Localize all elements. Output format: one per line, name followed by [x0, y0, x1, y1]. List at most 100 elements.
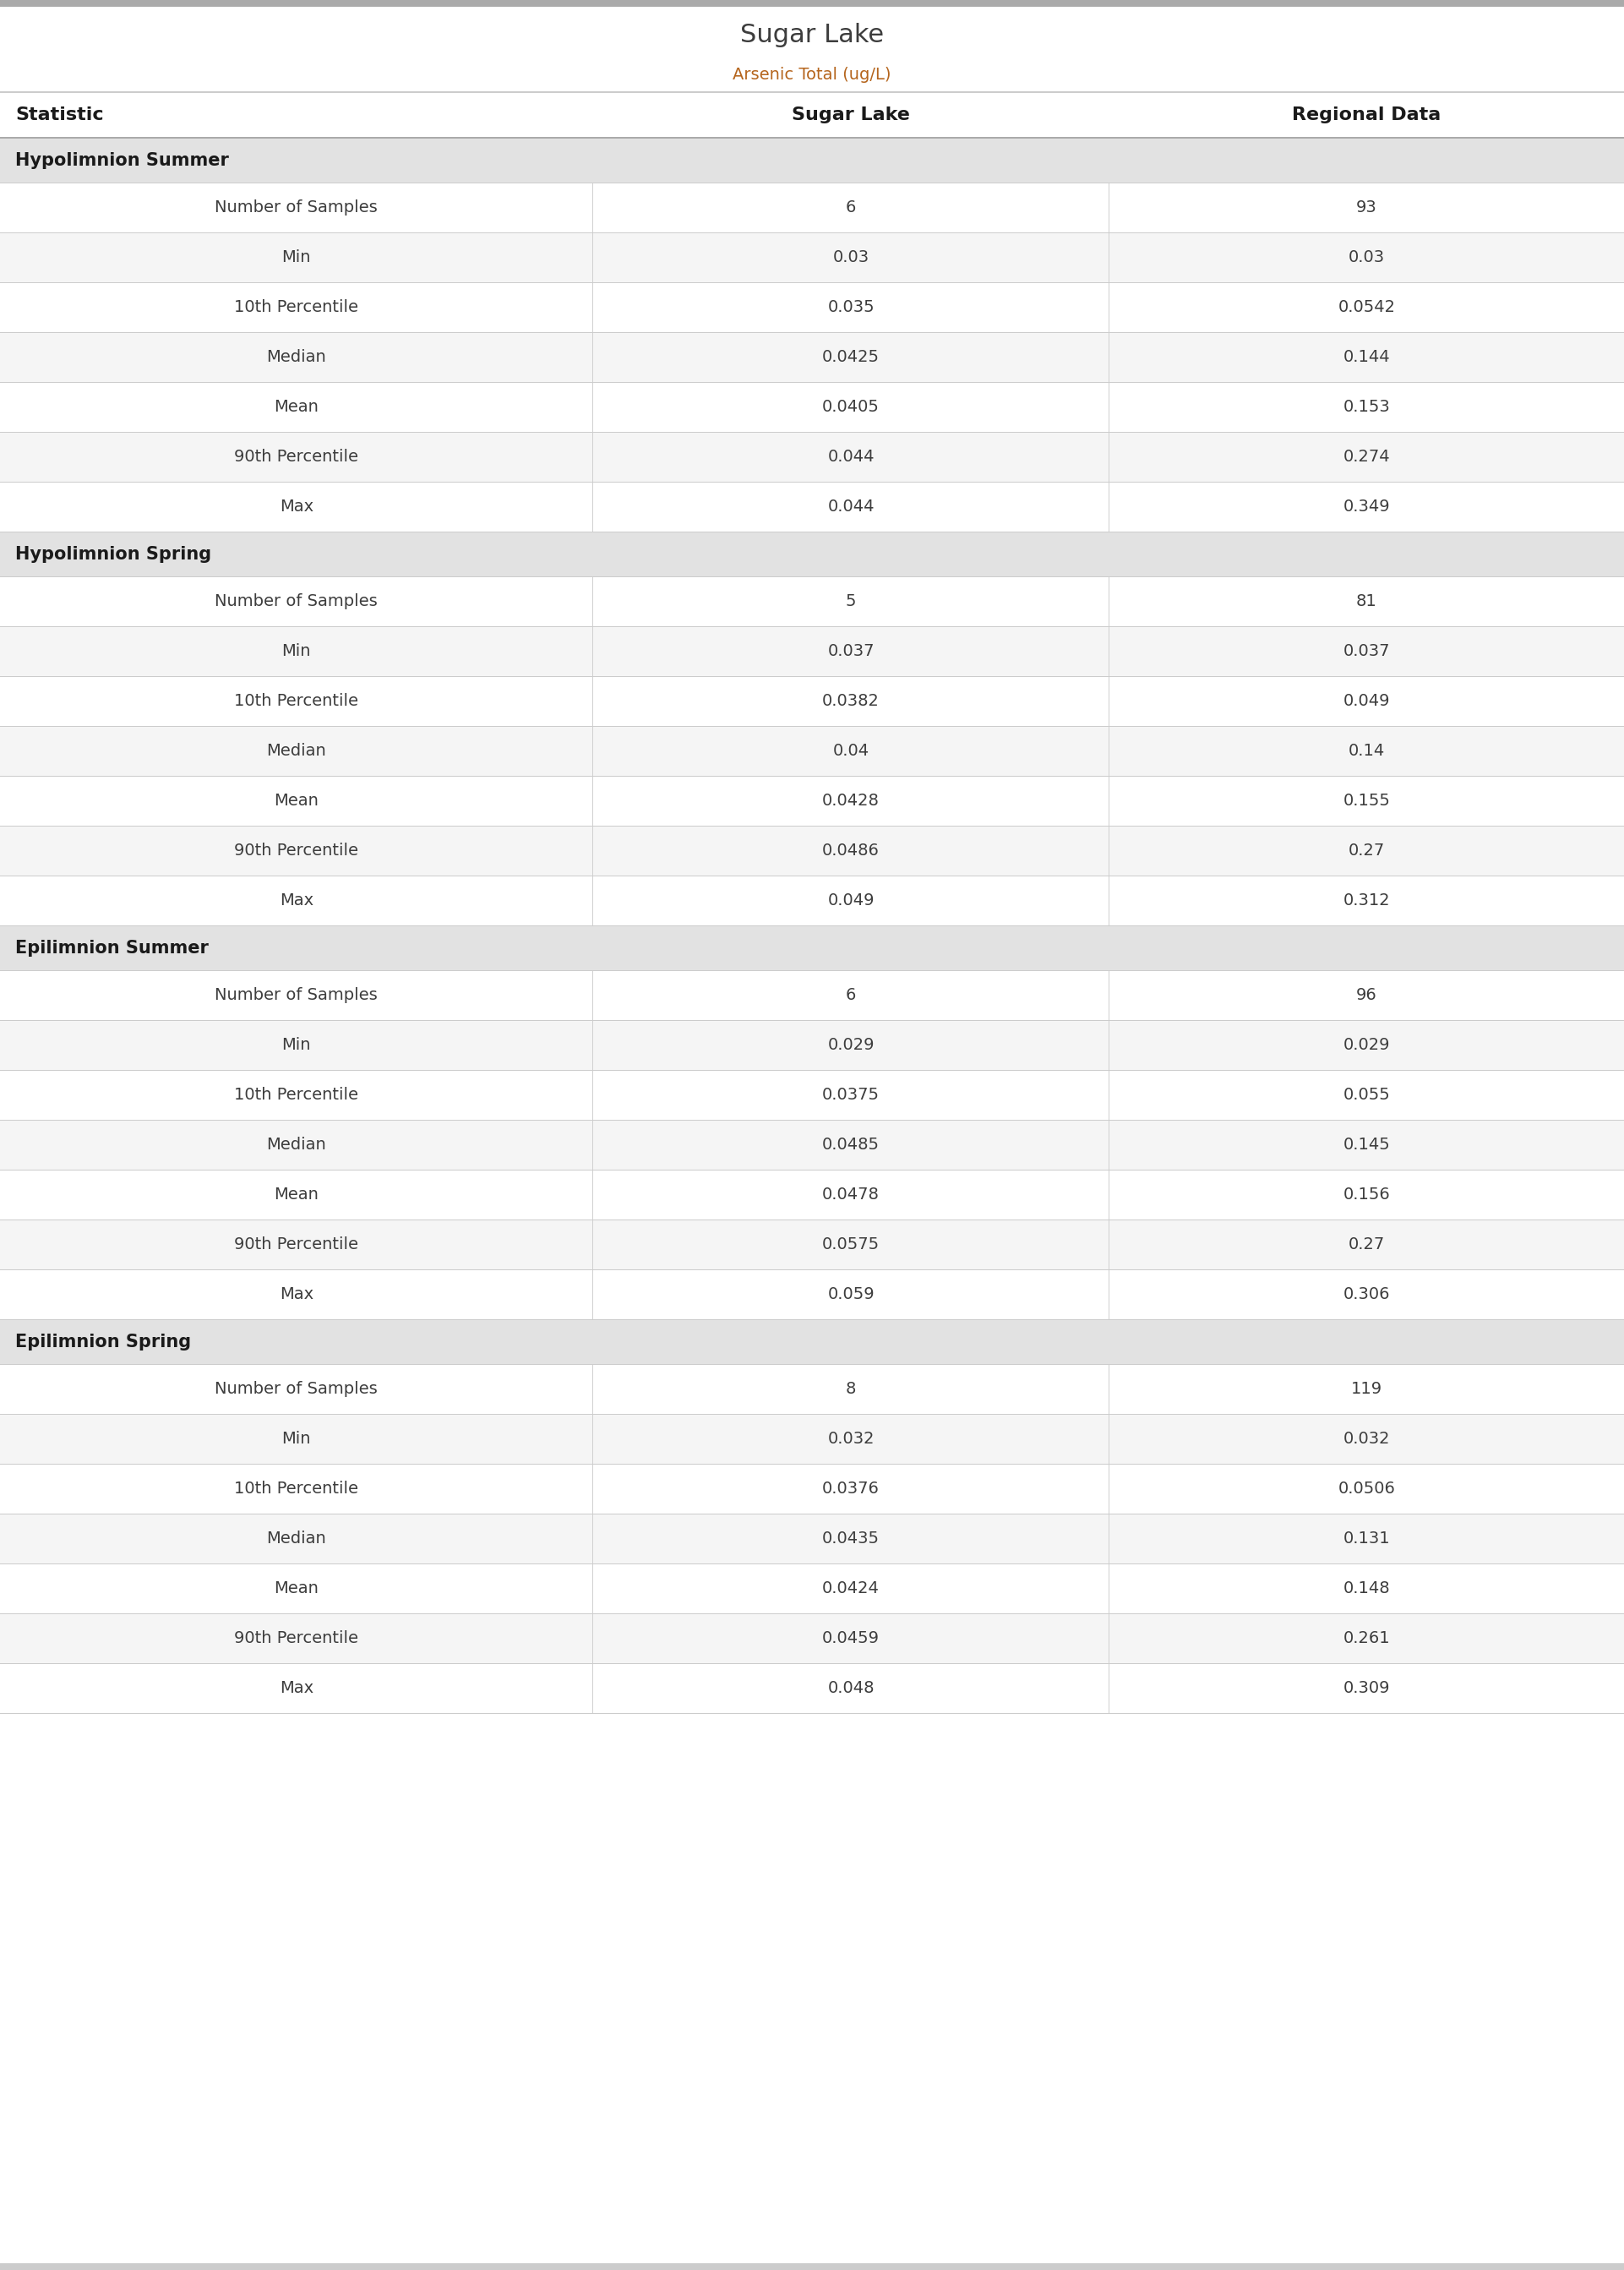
Bar: [0, 1071, 1624, 1119]
Bar: [0, 1614, 1624, 1664]
Text: 119: 119: [1351, 1380, 1382, 1396]
Text: 0.04: 0.04: [833, 742, 869, 758]
Bar: [0, 676, 1624, 726]
Text: 0.044: 0.044: [828, 449, 874, 465]
Text: 0.0425: 0.0425: [822, 350, 880, 365]
Bar: [0, 1119, 1624, 1169]
Text: Median: Median: [266, 350, 326, 365]
Text: Number of Samples: Number of Samples: [214, 200, 378, 216]
Bar: [0, 776, 1624, 826]
Text: 0.037: 0.037: [828, 642, 874, 658]
Bar: [0, 972, 1624, 1019]
Bar: [0, 138, 1624, 182]
Text: Regional Data: Regional Data: [1293, 107, 1440, 123]
Text: Epilimnion Summer: Epilimnion Summer: [15, 940, 208, 956]
Text: 0.155: 0.155: [1343, 792, 1390, 808]
Text: 0.0486: 0.0486: [822, 842, 880, 858]
Text: 0.055: 0.055: [1343, 1087, 1390, 1103]
Text: 0.03: 0.03: [833, 250, 869, 266]
Bar: [0, 1169, 1624, 1219]
Text: Epilimnion Spring: Epilimnion Spring: [15, 1332, 192, 1351]
Text: 0.049: 0.049: [1343, 692, 1390, 708]
Text: Max: Max: [279, 1287, 313, 1303]
Bar: [0, 381, 1624, 431]
Text: 0.044: 0.044: [828, 499, 874, 515]
Text: Mean: Mean: [274, 400, 318, 415]
Text: 0.029: 0.029: [1343, 1037, 1390, 1053]
Bar: [0, 1664, 1624, 1712]
Text: 0.306: 0.306: [1343, 1287, 1390, 1303]
Bar: [0, 0, 1624, 7]
Bar: [0, 1414, 1624, 1464]
Text: 93: 93: [1356, 200, 1377, 216]
Text: 0.029: 0.029: [828, 1037, 874, 1053]
Text: 0.131: 0.131: [1343, 1530, 1390, 1546]
Text: Mean: Mean: [274, 1580, 318, 1596]
Bar: [0, 1464, 1624, 1514]
Text: Arsenic Total (ug/L): Arsenic Total (ug/L): [732, 66, 892, 82]
Bar: [0, 481, 1624, 531]
Bar: [0, 1022, 1624, 1069]
Text: 90th Percentile: 90th Percentile: [234, 449, 359, 465]
Bar: [0, 334, 1624, 381]
Bar: [0, 1269, 1624, 1319]
Text: 0.27: 0.27: [1348, 1237, 1385, 1253]
Text: 0.153: 0.153: [1343, 400, 1390, 415]
Text: Min: Min: [283, 642, 310, 658]
Text: Min: Min: [283, 250, 310, 266]
Text: 0.0376: 0.0376: [822, 1480, 880, 1496]
Text: Number of Samples: Number of Samples: [214, 1380, 378, 1396]
Bar: [0, 1564, 1624, 1614]
Text: 10th Percentile: 10th Percentile: [234, 692, 359, 708]
Bar: [0, 284, 1624, 331]
Text: 0.0459: 0.0459: [822, 1630, 880, 1646]
Bar: [0, 1219, 1624, 1269]
Text: 6: 6: [846, 200, 856, 216]
Text: 0.0478: 0.0478: [822, 1187, 880, 1203]
Text: Mean: Mean: [274, 792, 318, 808]
Text: 0.032: 0.032: [828, 1430, 874, 1446]
Text: 0.032: 0.032: [1343, 1430, 1390, 1446]
Bar: [0, 234, 1624, 281]
Text: 81: 81: [1356, 592, 1377, 608]
Bar: [0, 1319, 1624, 1364]
Bar: [0, 431, 1624, 481]
Text: 0.14: 0.14: [1348, 742, 1385, 758]
Text: 0.309: 0.309: [1343, 1680, 1390, 1696]
Text: 0.0542: 0.0542: [1338, 300, 1395, 316]
Text: 0.0485: 0.0485: [822, 1137, 880, 1153]
Bar: [0, 627, 1624, 676]
Text: 0.0382: 0.0382: [822, 692, 880, 708]
Bar: [0, 826, 1624, 876]
Text: 0.0375: 0.0375: [822, 1087, 880, 1103]
Text: 10th Percentile: 10th Percentile: [234, 1087, 359, 1103]
Text: 0.261: 0.261: [1343, 1630, 1390, 1646]
Text: 0.156: 0.156: [1343, 1187, 1390, 1203]
Text: 0.049: 0.049: [828, 892, 874, 908]
Text: 90th Percentile: 90th Percentile: [234, 842, 359, 858]
Text: Sugar Lake: Sugar Lake: [741, 23, 883, 48]
Bar: [0, 577, 1624, 627]
Text: 0.048: 0.048: [828, 1680, 874, 1696]
Text: Max: Max: [279, 1680, 313, 1696]
Text: Max: Max: [279, 499, 313, 515]
Text: Max: Max: [279, 892, 313, 908]
Text: 0.144: 0.144: [1343, 350, 1390, 365]
Text: 0.059: 0.059: [828, 1287, 874, 1303]
Text: Median: Median: [266, 742, 326, 758]
Text: 8: 8: [846, 1380, 856, 1396]
Text: 0.349: 0.349: [1343, 499, 1390, 515]
Text: 0.274: 0.274: [1343, 449, 1390, 465]
Text: 10th Percentile: 10th Percentile: [234, 300, 359, 316]
Text: 10th Percentile: 10th Percentile: [234, 1480, 359, 1496]
Text: 90th Percentile: 90th Percentile: [234, 1237, 359, 1253]
Text: Median: Median: [266, 1530, 326, 1546]
Text: Min: Min: [283, 1037, 310, 1053]
Text: Mean: Mean: [274, 1187, 318, 1203]
Text: 0.0575: 0.0575: [822, 1237, 880, 1253]
Text: 0.0506: 0.0506: [1338, 1480, 1395, 1496]
Text: 0.145: 0.145: [1343, 1137, 1390, 1153]
Bar: [0, 184, 1624, 232]
Text: 0.0405: 0.0405: [822, 400, 880, 415]
Bar: [0, 726, 1624, 776]
